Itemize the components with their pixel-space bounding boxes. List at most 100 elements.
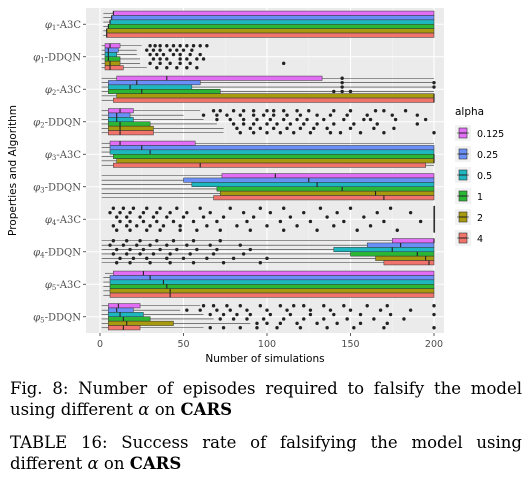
- outlier-point: [241, 252, 246, 256]
- outlier-point: [298, 126, 303, 131]
- outlier-point: [145, 256, 149, 261]
- outlier-point: [278, 219, 283, 224]
- outlier-point: [288, 312, 293, 317]
- y-tick-label: φ2-DDQN: [33, 117, 81, 129]
- outlier-point: [111, 239, 116, 243]
- outlier-point: [158, 247, 162, 252]
- outlier-point: [432, 304, 436, 308]
- outlier-point: [165, 243, 169, 247]
- outlier-point: [275, 326, 279, 330]
- outlier-point: [248, 228, 252, 232]
- outlier-point: [221, 326, 226, 330]
- box-0.25: [108, 80, 201, 86]
- outlier-point: [251, 122, 256, 126]
- box-2: [104, 60, 121, 66]
- outlier-point: [348, 89, 353, 94]
- outlier-point: [268, 210, 273, 215]
- outlier-point: [178, 224, 182, 228]
- outlier-point: [238, 243, 242, 247]
- outlier-point: [308, 308, 313, 312]
- outlier-point: [128, 219, 132, 224]
- outlier-point: [332, 312, 336, 317]
- outlier-point: [308, 219, 313, 224]
- box-group-3: [101, 108, 436, 136]
- box-0.5: [104, 52, 117, 57]
- outlier-point: [362, 215, 366, 219]
- outlier-point: [221, 312, 226, 317]
- outlier-point: [393, 117, 398, 122]
- box-1: [108, 89, 221, 94]
- outlier-point: [285, 126, 289, 131]
- box-1: [108, 316, 151, 322]
- figure-caption: Fig. 8: Number of episodes required to f…: [10, 379, 522, 419]
- outlier-point: [248, 247, 252, 252]
- outlier-point: [251, 113, 256, 117]
- y-tick-label: φ2-A3C: [45, 85, 81, 97]
- outlier-point: [155, 52, 159, 57]
- outlier-point: [288, 122, 293, 126]
- box-0.125: [392, 238, 435, 244]
- box-4: [383, 260, 435, 266]
- outlier-point: [271, 109, 276, 113]
- outlier-point: [382, 109, 386, 113]
- outlier-point: [238, 131, 242, 135]
- outlier-point: [282, 317, 286, 321]
- outlier-point: [215, 113, 219, 117]
- outlier-point: [268, 312, 273, 317]
- outlier-point: [165, 66, 169, 70]
- box-4: [113, 162, 426, 168]
- outlier-point: [155, 210, 159, 215]
- outlier-point: [358, 321, 363, 326]
- outlier-point: [208, 210, 212, 215]
- box-0.125: [221, 173, 435, 179]
- outlier-point: [318, 206, 323, 210]
- outlier-point: [255, 321, 259, 326]
- outlier-point: [265, 109, 269, 113]
- outlier-point: [201, 215, 206, 219]
- outlier-point: [241, 117, 246, 122]
- y-axis: φ1-A3C φ1-DDQN φ2-A3C φ2-DDQN φ3-A3C φ3-DDQN φ…: [33, 20, 86, 324]
- outlier-point: [195, 247, 199, 252]
- outlier-point: [158, 228, 162, 232]
- outlier-point: [125, 239, 129, 243]
- outlier-point: [218, 228, 222, 232]
- outlier-point: [231, 317, 236, 321]
- outlier-point: [158, 57, 162, 61]
- legend-label: 4: [477, 234, 483, 245]
- y-tick-label: φ4-DDQN: [33, 247, 81, 259]
- outlier-point: [161, 52, 166, 57]
- outlier-point: [168, 261, 172, 265]
- outlier-point: [403, 109, 408, 113]
- outlier-point: [265, 256, 269, 261]
- outlier-point: [115, 228, 119, 232]
- outlier-point: [211, 109, 216, 113]
- outlier-point: [373, 109, 378, 113]
- outlier-point: [111, 206, 116, 210]
- outlier-point: [218, 109, 222, 113]
- outlier-point: [382, 219, 386, 224]
- outlier-point: [198, 308, 202, 312]
- outlier-point: [378, 308, 383, 312]
- boxes-layer: [101, 10, 436, 331]
- outlier-point: [340, 76, 344, 80]
- outlier-point: [338, 131, 343, 135]
- outlier-point: [208, 312, 212, 317]
- outlier-point: [185, 44, 189, 48]
- legend-key-0.25: 0.25: [455, 146, 498, 162]
- outlier-point: [302, 317, 306, 321]
- y-tick-label: φ3-A3C: [45, 150, 81, 162]
- outlier-point: [171, 52, 176, 57]
- outlier-point: [178, 228, 182, 232]
- box-0.25: [104, 47, 119, 53]
- outlier-point: [118, 256, 122, 261]
- outlier-point: [390, 113, 394, 117]
- outlier-point: [198, 206, 202, 210]
- box-group-5: [101, 173, 435, 201]
- outlier-point: [121, 243, 126, 247]
- outlier-point: [292, 304, 296, 308]
- outlier-point: [340, 89, 344, 94]
- box-1: [108, 121, 151, 127]
- outlier-point: [325, 126, 329, 131]
- outlier-point: [165, 44, 169, 48]
- outlier-point: [225, 113, 229, 117]
